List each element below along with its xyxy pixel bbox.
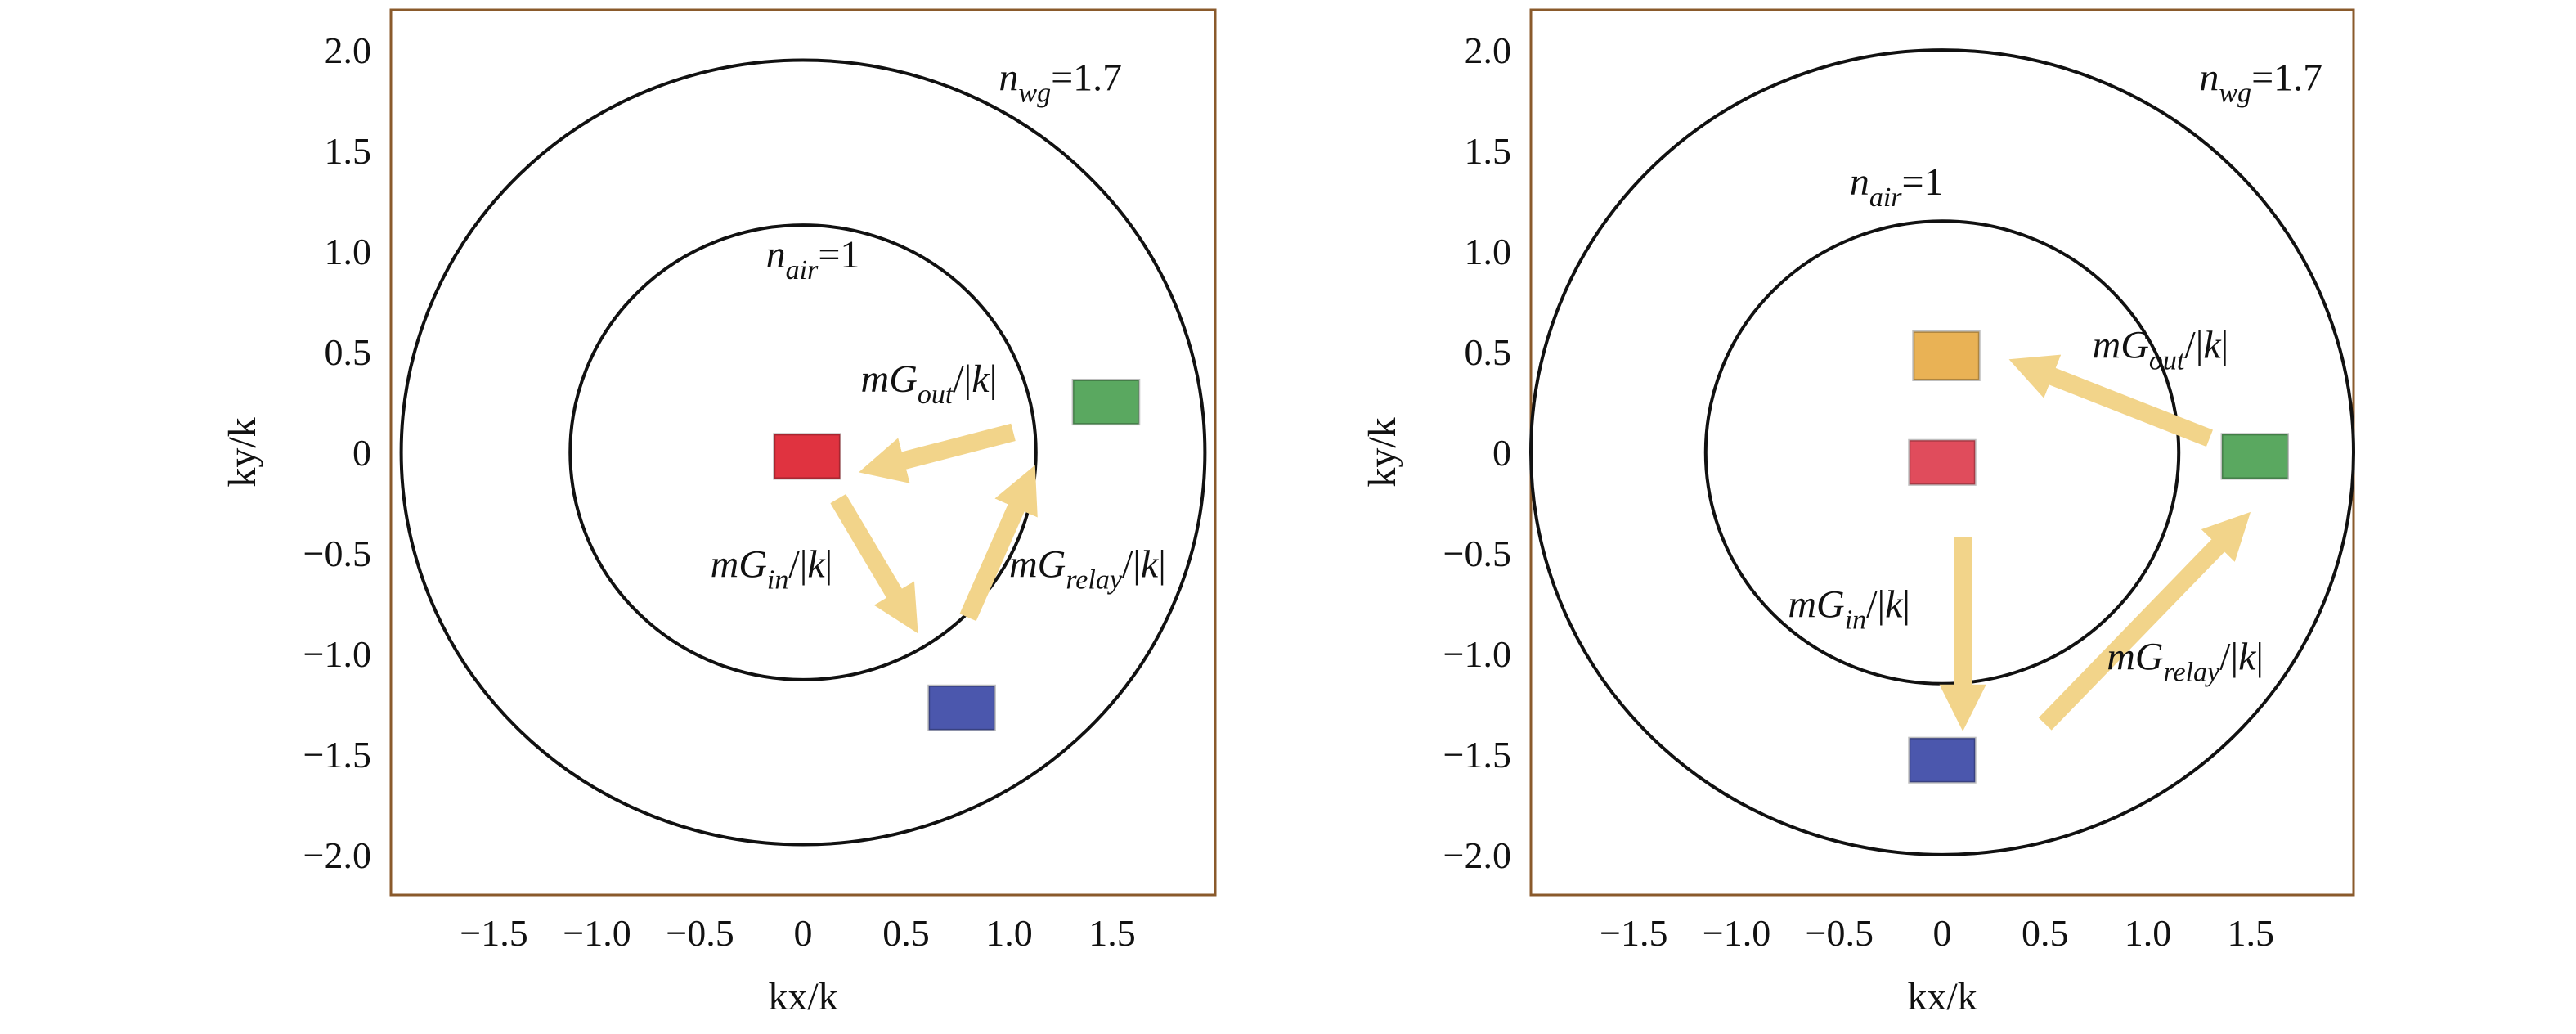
- y-tick-label: −0.5: [1443, 533, 1511, 574]
- arrow-relay: [2038, 511, 2251, 731]
- x-tick-label: −1.5: [1600, 912, 1667, 954]
- x-tick-label: 0: [794, 912, 813, 954]
- waveguide-circle: [1529, 48, 2355, 856]
- y-tick-label: 1.0: [1465, 231, 1512, 272]
- y-tick-label: −1.5: [303, 734, 371, 776]
- x-tick-label: 0.5: [2022, 912, 2069, 954]
- marker-2: [2220, 433, 2290, 480]
- marker-0: [773, 433, 841, 480]
- right-panel: nwg=1.7 nair=1 mGout/|k| mGin/|k| mGrelay/|k…: [1361, 8, 2355, 1018]
- y-tick-label: 2.0: [1465, 29, 1512, 71]
- y-tick-label: −1.5: [1443, 734, 1511, 776]
- y-tick-label: 0: [1492, 432, 1511, 474]
- y-tick-label: 0.5: [325, 331, 372, 373]
- arrow-relay: [959, 465, 1038, 622]
- y-axis-label: ky/k: [1361, 417, 1404, 487]
- x-axis-label: kx/k: [1907, 975, 1977, 1018]
- x-tick-label: −1.0: [563, 912, 631, 954]
- y-tick-label: −2.0: [303, 834, 371, 876]
- x-tick-label: −0.5: [1806, 912, 1874, 954]
- x-tick-label: 1.5: [1088, 912, 1136, 954]
- marker-1: [1071, 378, 1141, 426]
- plot-frame: [389, 8, 1217, 897]
- x-tick-label: 0: [1933, 912, 1952, 954]
- y-tick-label: 1.0: [325, 231, 372, 272]
- arrow-out: [859, 423, 1016, 483]
- marker-3: [1908, 736, 1977, 784]
- marker-0: [1912, 330, 1981, 381]
- label-n-wg: nwg=1.7: [999, 56, 1122, 108]
- y-tick-label: −1.0: [303, 633, 371, 675]
- label-n-air: nair=1: [766, 233, 860, 285]
- air-circle: [1703, 219, 2181, 686]
- arrow-in: [830, 493, 918, 634]
- x-tick-label: −1.5: [460, 912, 527, 954]
- waveguide-circle: [399, 58, 1207, 847]
- y-tick-label: 1.5: [1465, 130, 1512, 172]
- y-tick-label: 0: [352, 432, 371, 474]
- label-n-air: nair=1: [1850, 160, 1944, 213]
- label-n-wg: nwg=1.7: [2199, 56, 2322, 108]
- x-tick-label: 1.0: [2125, 912, 2172, 954]
- label-mG-out: mGout/|k|: [861, 357, 998, 410]
- air-circle: [568, 223, 1038, 681]
- y-tick-label: −2.0: [1443, 834, 1511, 876]
- x-axis-label: kx/k: [768, 975, 837, 1018]
- x-tick-label: 0.5: [882, 912, 930, 954]
- label-mG-in: mGin/|k|: [711, 542, 833, 595]
- y-axis-label: ky/k: [221, 417, 264, 487]
- x-tick-label: 1.5: [2228, 912, 2275, 954]
- label-mG-relay: mGrelay/|k|: [2107, 636, 2264, 688]
- y-tick-label: 1.5: [325, 130, 372, 172]
- y-tick-label: 2.0: [325, 29, 372, 71]
- x-tick-label: 1.0: [985, 912, 1033, 954]
- marker-2: [927, 684, 996, 731]
- y-tick-label: −1.0: [1443, 633, 1511, 675]
- x-tick-label: −1.0: [1703, 912, 1770, 954]
- marker-1: [1908, 438, 1977, 486]
- label-mG-out: mGout/|k|: [2093, 323, 2229, 375]
- y-tick-label: 0.5: [1465, 331, 1512, 373]
- x-tick-label: −0.5: [666, 912, 734, 954]
- arrow-out: [2008, 354, 2213, 447]
- left-panel: nwg=1.7 nair=1 mGout/|k| mGin/|k| mGrelay/|k…: [221, 8, 1217, 1018]
- label-mG-in: mGin/|k|: [1788, 583, 1910, 636]
- label-mG-relay: mGrelay/|k|: [1009, 542, 1166, 595]
- y-tick-label: −0.5: [303, 533, 371, 574]
